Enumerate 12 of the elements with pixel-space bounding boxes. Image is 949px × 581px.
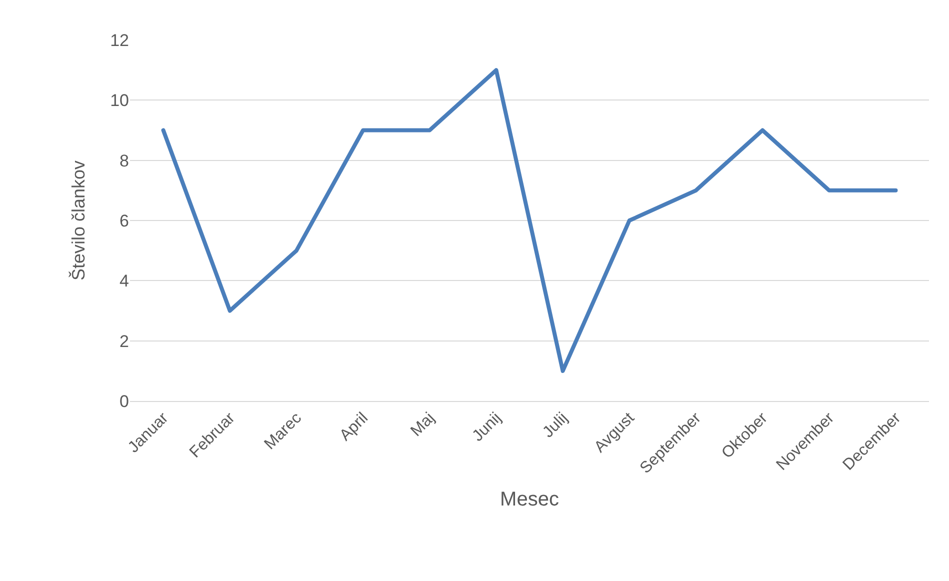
y-tick-label: 12 <box>110 30 129 50</box>
line-series <box>161 68 898 373</box>
y-tick-label: 2 <box>120 332 129 351</box>
y-tick-label: 4 <box>120 272 129 291</box>
y-tick-label: 6 <box>120 211 129 230</box>
x-axis-title: Mesec <box>500 488 559 511</box>
x-tick-label: Maj <box>408 410 438 440</box>
x-tick-label: Julij <box>540 410 572 442</box>
y-tick-label: 0 <box>120 392 129 411</box>
y-tick-label: 8 <box>120 151 129 170</box>
y-axis-title: Število člankov <box>68 160 88 281</box>
y-tick-label: 10 <box>110 91 129 110</box>
